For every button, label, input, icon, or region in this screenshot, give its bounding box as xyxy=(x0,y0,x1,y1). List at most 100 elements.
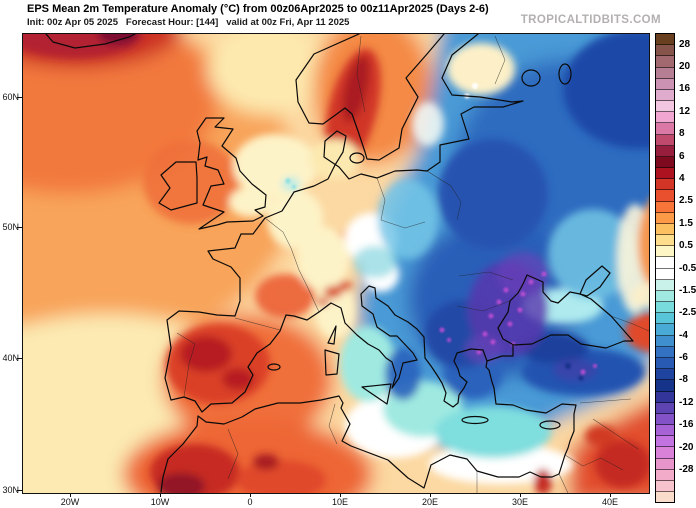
colorbar-tick-label: 0.5 xyxy=(679,240,693,252)
colorbar-segment xyxy=(656,469,674,481)
colorbar-tick-label: 1.5 xyxy=(679,217,693,229)
colorbar-segment xyxy=(656,34,674,46)
colorbar-tick-label: 28 xyxy=(679,38,691,50)
colorbar-tick-label: -6 xyxy=(679,352,688,364)
anomaly-field-specks xyxy=(285,83,597,381)
colorbar-segment xyxy=(656,313,674,325)
coastline-britain xyxy=(196,117,267,230)
coastline-zealand xyxy=(349,152,365,164)
colorbar-segment xyxy=(656,290,674,303)
colorbar-segment xyxy=(656,156,674,169)
coastline-azov-sea xyxy=(579,265,611,297)
colorbar-segment xyxy=(656,335,674,347)
lat-tick-label: 60N xyxy=(2,92,19,102)
coastline-corsica xyxy=(327,325,337,345)
colorbar-tick-label: -0.5 xyxy=(679,262,696,274)
coastline-black-sea xyxy=(497,274,634,349)
lon-tick-mark xyxy=(430,493,431,497)
colorbar-segment xyxy=(656,413,674,426)
colorbar-tick-label: 16 xyxy=(679,83,691,95)
colorbar-segment xyxy=(656,56,674,68)
coastline-crete xyxy=(461,415,489,425)
colorbar-segment xyxy=(656,168,674,180)
colorbar-tick-label: -2.5 xyxy=(679,307,696,319)
colorbar-tick-label: -1.5 xyxy=(679,284,696,296)
country-borders xyxy=(176,35,649,493)
lon-tick-label: 20W xyxy=(60,497,80,507)
colorbar-segment xyxy=(656,134,674,146)
colorbar-segment xyxy=(656,279,674,291)
colorbar-segment xyxy=(656,223,674,236)
temperature-anomaly-map xyxy=(23,34,649,493)
colorbar-tick-label: -28 xyxy=(679,463,694,475)
colorbar-segment xyxy=(656,391,674,403)
colorbar-segment xyxy=(656,123,674,135)
coastline-mallorca xyxy=(267,363,281,371)
colorbar-segment xyxy=(656,268,674,280)
lon-tick-mark xyxy=(160,493,161,497)
colorbar-segment xyxy=(656,480,674,493)
lat-tick-mark xyxy=(17,227,22,228)
colorbar-segment xyxy=(656,212,674,224)
init-forecast-line: Init: 00z Apr 05 2025 Forecast Hour: [14… xyxy=(27,17,350,28)
colorbar-segment xyxy=(656,101,674,113)
lat-tick-label: 40N xyxy=(2,353,19,363)
colorbar-segment xyxy=(656,190,674,202)
colorbar-segment xyxy=(656,235,674,247)
colorbar-tick-label: 6 xyxy=(679,150,685,162)
colorbar-segment xyxy=(656,145,674,157)
colorbar-tick-label: -4 xyxy=(679,329,688,341)
colorbar-segment xyxy=(656,369,674,381)
coastline-ireland xyxy=(158,161,198,211)
lon-tick-label: 30E xyxy=(511,497,528,507)
lon-tick-label: 10W xyxy=(150,497,170,507)
colorbar-segment xyxy=(656,380,674,392)
lon-tick-mark xyxy=(610,493,611,497)
tropicaltidbits-watermark: TROPICALTIDBITS.COM xyxy=(520,14,661,26)
colorbar-segment xyxy=(656,179,674,191)
colorbar-segment xyxy=(656,246,674,258)
lake-ladoga xyxy=(521,69,541,87)
lat-tick-mark xyxy=(17,358,22,359)
coastline-baltic-finland xyxy=(164,34,524,413)
colorbar-segment xyxy=(656,447,674,459)
page-title: EPS Mean 2m Temperature Anomaly (°C) fro… xyxy=(27,3,489,15)
colorbar-segment xyxy=(656,45,674,57)
colorbar-segment xyxy=(656,78,674,90)
lon-tick-mark xyxy=(250,493,251,497)
colorbar-segment xyxy=(656,201,674,213)
colorbar-tick-label: 12 xyxy=(679,105,691,117)
lon-tick-mark xyxy=(520,493,521,497)
coastline-turkey-levant-africa xyxy=(160,360,577,493)
coastline-sardinia xyxy=(324,349,340,376)
lat-tick-mark xyxy=(17,97,22,98)
colorbar-segment xyxy=(656,324,674,336)
colorbar-segment xyxy=(656,357,674,370)
colorbar-segment xyxy=(656,257,674,269)
colorbar-segment xyxy=(656,346,674,358)
colorbar-segment xyxy=(656,425,674,437)
lat-tick-label: 30N xyxy=(2,485,19,495)
lon-tick-label: 10E xyxy=(331,497,348,507)
coastline-iceland xyxy=(45,34,136,49)
colorbar-segment xyxy=(656,302,674,314)
colorbar-segment xyxy=(656,89,674,102)
anomaly-field-regional xyxy=(23,34,649,493)
colorbar-segment xyxy=(656,67,674,79)
colorbar xyxy=(655,33,675,503)
coastline-sicily xyxy=(361,383,392,405)
colorbar-segment xyxy=(656,492,674,503)
lon-tick-label: 20E xyxy=(421,497,438,507)
coastline-cyprus xyxy=(539,420,561,430)
colorbar-tick-label: 20 xyxy=(679,61,691,73)
lon-tick-mark xyxy=(70,493,71,497)
lat-tick-mark xyxy=(17,490,22,491)
colorbar-tick-label: 8 xyxy=(679,128,685,140)
colorbar-segment xyxy=(656,402,674,414)
colorbar-tick-label: -16 xyxy=(679,419,694,431)
colorbar-segment xyxy=(656,458,674,470)
colorbar-tick-label: 2.5 xyxy=(679,195,693,207)
coastline-scandinavia xyxy=(295,34,445,161)
colorbar-tick-label: -8 xyxy=(679,374,688,386)
